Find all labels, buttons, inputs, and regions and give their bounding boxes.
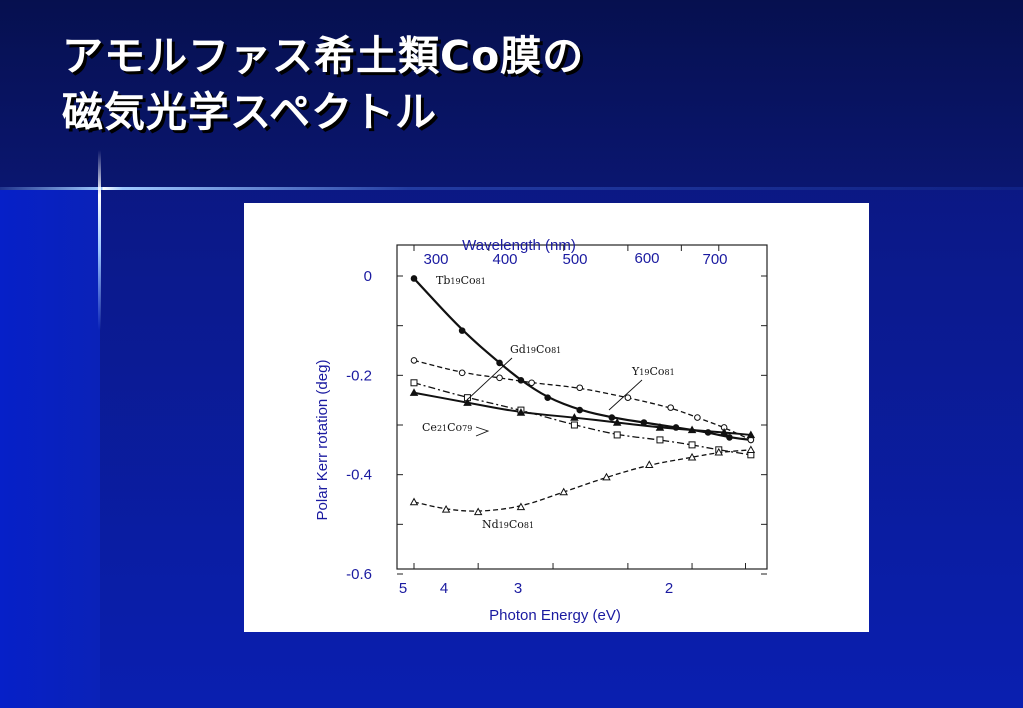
series-line-Y19Co81 — [413, 359, 752, 441]
data-point-Y19Co81 — [496, 374, 503, 382]
y-axis-label: Polar Kerr rotation (deg) — [314, 360, 331, 521]
y-tick-label: 0 — [364, 268, 372, 285]
data-point-Tb19Co81 — [726, 434, 733, 441]
axis-ticks — [397, 245, 767, 575]
y-tick-label: -0.4 — [346, 467, 372, 484]
data-point-Nd19Co81 — [409, 497, 419, 506]
chart-figure: 0 -0.2 -0.4 -0.6 5 4 3 2 300 400 500 600 700 Tb19C… — [244, 203, 869, 632]
slide-title-line1: アモルファス希土類Co膜の — [62, 32, 585, 80]
top-tick-label: 400 — [492, 251, 517, 268]
horizontal-light-line — [0, 187, 1023, 190]
x-axis-label: Photon Energy (eV) — [489, 607, 621, 624]
series-label-Nd19Co81: Nd19Co81 — [482, 518, 534, 531]
y-tick-label: -0.6 — [346, 566, 372, 583]
top-axis-label: Wavelength (nm) — [462, 237, 576, 254]
series-line-Nd19Co81 — [413, 449, 751, 512]
data-point-Tb19Co81 — [704, 429, 712, 436]
data-point-Ce21Co79 — [409, 388, 419, 396]
x-tick-label: 3 — [514, 580, 522, 597]
top-tick-label: 300 — [423, 251, 448, 268]
data-point-Ce21Co79 — [655, 423, 665, 431]
vertical-light-line — [98, 150, 101, 330]
top-tick-labels: 300 400 500 600 700 — [423, 250, 727, 268]
data-point-Tb19Co81 — [576, 406, 584, 414]
data-point-Y19Co81 — [576, 384, 584, 392]
data-point-Nd19Co81 — [645, 460, 654, 468]
data-point-Ce21Co79 — [570, 413, 579, 421]
data-point-Nd19Co81 — [516, 502, 526, 511]
slide-title-line2: 磁気光学スペクトル — [62, 88, 438, 136]
x-tick-labels: 5 4 3 2 — [399, 580, 673, 597]
data-point-Nd19Co81 — [746, 445, 756, 454]
data-point-Gd19Co81 — [613, 431, 621, 439]
leader-line-Y19Co81 — [608, 379, 643, 411]
x-tick-label: 5 — [399, 580, 407, 597]
data-point-Nd19Co81 — [441, 505, 451, 513]
data-point-Nd19Co81 — [559, 487, 568, 496]
data-point-Tb19Co81 — [640, 419, 648, 426]
series-label-Y19Co81: Y19Co81 — [631, 365, 675, 378]
x-tick-label: 2 — [665, 580, 673, 597]
slide-title: アモルファス希土類Co膜の 磁気光学スペクトル — [62, 28, 584, 140]
data-point-Y19Co81 — [458, 369, 466, 377]
series-label-Tb19Co81: Tb19Co81 — [436, 274, 486, 287]
data-point-Nd19Co81 — [687, 452, 697, 461]
y-tick-label: -0.2 — [346, 367, 372, 384]
plot-frame — [396, 244, 768, 570]
data-point-Nd19Co81 — [714, 447, 724, 456]
top-tick-label: 700 — [702, 251, 727, 268]
data-point-Y19Co81 — [624, 394, 632, 401]
data-point-Tb19Co81 — [544, 394, 551, 401]
data-point-Tb19Co81 — [608, 414, 616, 421]
left-accent-band — [0, 190, 100, 708]
top-tick-label: 500 — [562, 251, 587, 268]
kerr-rotation-chart: 0 -0.2 -0.4 -0.6 5 4 3 2 300 400 500 600 700 Tb19C… — [314, 237, 768, 624]
series-label-Gd19Co81: Gd19Co81 — [510, 343, 561, 356]
data-point-Y19Co81 — [694, 414, 701, 421]
data-point-Y19Co81 — [528, 379, 535, 387]
title-band — [0, 0, 1023, 190]
data-point-Tb19Co81 — [410, 275, 418, 282]
data-point-Ce21Co79 — [746, 430, 756, 439]
data-point-Tb19Co81 — [517, 377, 525, 384]
data-point-Nd19Co81 — [473, 507, 483, 516]
data-point-Y19Co81 — [667, 404, 674, 411]
data-point-Tb19Co81 — [672, 424, 680, 431]
y-tick-labels: 0 -0.2 -0.4 -0.6 — [346, 268, 372, 583]
x-tick-label: 4 — [440, 580, 448, 597]
leader-line-Gd19Co81 — [467, 357, 513, 400]
series-markers — [409, 275, 756, 516]
data-point-Ce21Co79 — [612, 418, 622, 426]
leader-line-Ce21Co79 — [475, 426, 490, 437]
data-point-Tb19Co81 — [458, 327, 466, 334]
data-point-Gd19Co81 — [656, 436, 664, 444]
series-line-Tb19Co81 — [413, 277, 752, 441]
series-labels: Tb19Co81 Gd19Co81 Y19Co81 Ce21Co79 Nd19Co81 — [422, 274, 675, 531]
data-point-Ce21Co79 — [719, 428, 729, 436]
data-point-Gd19Co81 — [410, 379, 418, 387]
data-point-Gd19Co81 — [570, 421, 578, 429]
data-point-Ce21Co79 — [463, 398, 472, 406]
series-label-Ce21Co79: Ce21Co79 — [422, 421, 472, 434]
data-point-Nd19Co81 — [602, 472, 611, 481]
data-point-Gd19Co81 — [688, 441, 696, 449]
data-point-Ce21Co79 — [516, 408, 526, 416]
data-point-Ce21Co79 — [687, 425, 697, 434]
top-tick-label: 600 — [634, 250, 659, 267]
data-point-Tb19Co81 — [496, 359, 503, 367]
data-point-Y19Co81 — [410, 357, 418, 364]
